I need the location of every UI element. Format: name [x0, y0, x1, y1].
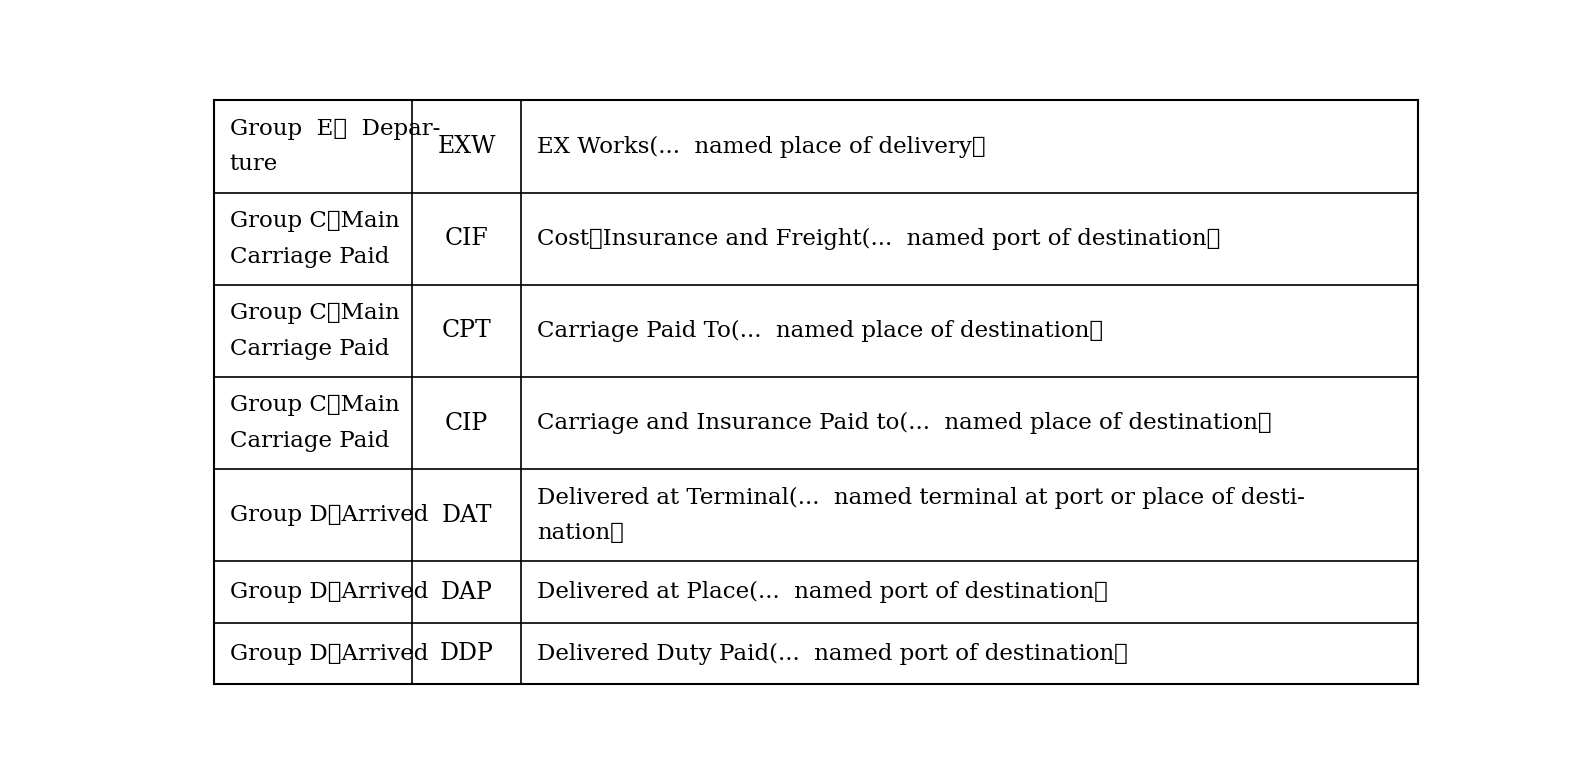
Text: Delivered at Place(...  named port of destination）: Delivered at Place(... named port of des…: [537, 581, 1108, 603]
Text: Group C：Main
Carriage Paid: Group C：Main Carriage Paid: [229, 210, 400, 267]
Text: Group D：Arrived: Group D：Arrived: [229, 504, 428, 526]
Text: Carriage Paid To(...  named place of destination）: Carriage Paid To(... named place of dest…: [537, 320, 1103, 342]
Text: DAP: DAP: [441, 580, 492, 604]
Text: Group D：Arrived: Group D：Arrived: [229, 643, 428, 664]
Text: CPT: CPT: [443, 319, 492, 343]
Text: Delivered Duty Paid(...  named port of destination）: Delivered Duty Paid(... named port of de…: [537, 643, 1127, 664]
Text: Group D：Arrived: Group D：Arrived: [229, 581, 428, 603]
Text: Group C：Main
Carriage Paid: Group C：Main Carriage Paid: [229, 394, 400, 452]
Text: Group C：Main
Carriage Paid: Group C：Main Carriage Paid: [229, 302, 400, 360]
Text: CIP: CIP: [446, 412, 489, 434]
Text: Delivered at Terminal(...  named terminal at port or place of desti-
nation）: Delivered at Terminal(... named terminal…: [537, 486, 1305, 544]
Text: Carriage and Insurance Paid to(...  named place of destination）: Carriage and Insurance Paid to(... named…: [537, 412, 1272, 434]
Text: Cost，Insurance and Freight(...  named port of destination）: Cost，Insurance and Freight(... named por…: [537, 228, 1221, 249]
Text: DAT: DAT: [441, 503, 492, 527]
Text: Group  E：  Depar-
ture: Group E： Depar- ture: [229, 118, 441, 176]
Text: DDP: DDP: [439, 642, 494, 665]
Text: EXW: EXW: [438, 135, 497, 158]
Text: CIF: CIF: [444, 227, 489, 250]
Text: EX Works(...  named place of delivery）: EX Works(... named place of delivery）: [537, 135, 985, 158]
